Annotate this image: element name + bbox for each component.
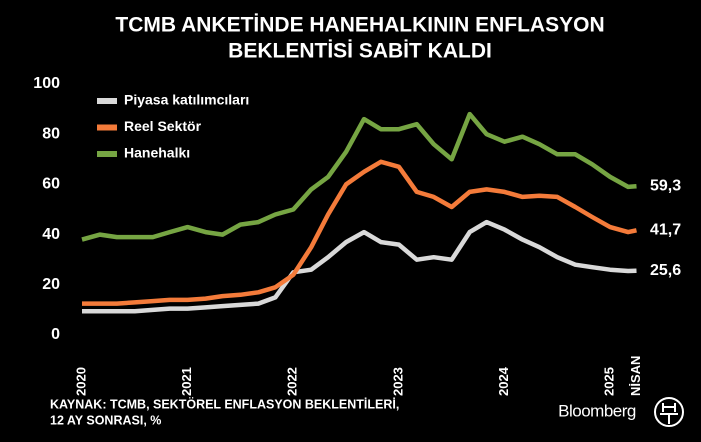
x-tick-label: 2023 [390,367,405,396]
y-tick-label: 100 [33,75,60,92]
chart-title: TCMB ANKETİNDE HANEHALKININ ENFLASYON [115,14,604,37]
chart-title: BEKLENTİSİ SABİT KALDI [228,40,492,63]
x-tick-label: 2021 [179,367,194,396]
y-tick-label: 80 [42,125,60,142]
series-line [82,159,637,306]
legend-label: Hanehalkı [124,145,190,161]
end-label: 41,7 [650,222,681,239]
brand: Bloomberg [558,401,636,420]
y-tick-label: 40 [42,226,60,243]
y-tick-label: 20 [42,276,60,293]
x-tick-label: 2024 [496,366,511,396]
source-note: KAYNAK: TCMB, SEKTÖREL ENFLASYON BEKLENT… [50,396,399,411]
x-tick-label: 2022 [285,367,300,396]
y-tick-label: 0 [51,326,60,343]
series-line [82,219,637,314]
x-tick-label: 2020 [73,367,88,396]
series-line [81,111,637,242]
source-note: 12 AY SONRASI, % [50,413,161,427]
x-tick-label: NİSAN [628,356,643,396]
y-tick-label: 60 [42,176,60,193]
legend-label: Piyasa katılımcıları [124,92,249,108]
end-label: 59,3 [650,177,681,194]
legend-label: Reel Sektör [124,118,202,134]
x-tick-label: 2025 [602,367,617,396]
end-label: 25,6 [650,262,681,279]
brand-icon [654,397,684,427]
